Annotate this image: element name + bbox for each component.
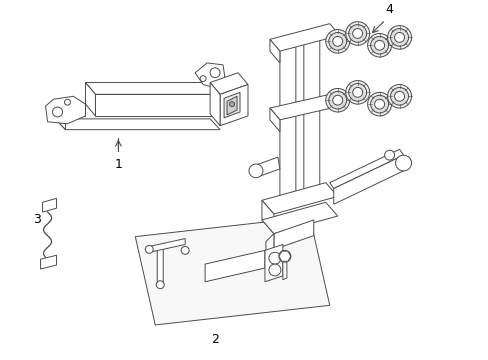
Circle shape [352, 28, 362, 39]
Circle shape [200, 76, 205, 82]
Polygon shape [41, 255, 57, 269]
Circle shape [332, 36, 342, 46]
Circle shape [370, 36, 388, 54]
Polygon shape [269, 94, 339, 120]
Circle shape [345, 22, 369, 45]
Text: 3: 3 [33, 213, 41, 226]
Polygon shape [195, 63, 224, 89]
Polygon shape [220, 85, 247, 126]
Circle shape [374, 99, 384, 109]
Circle shape [352, 87, 362, 97]
Polygon shape [226, 96, 237, 115]
Circle shape [348, 84, 366, 101]
Polygon shape [269, 108, 279, 132]
Polygon shape [95, 94, 220, 116]
Circle shape [268, 264, 280, 276]
Circle shape [278, 250, 290, 262]
Circle shape [395, 155, 411, 171]
Circle shape [390, 28, 407, 46]
Polygon shape [264, 244, 283, 282]
Text: 4: 4 [385, 3, 393, 16]
Circle shape [345, 81, 369, 104]
Polygon shape [85, 82, 95, 116]
Circle shape [370, 95, 388, 113]
Polygon shape [279, 41, 295, 200]
Circle shape [325, 30, 349, 53]
Circle shape [332, 95, 342, 105]
Polygon shape [255, 157, 279, 177]
Circle shape [52, 107, 62, 117]
Polygon shape [262, 183, 337, 214]
Polygon shape [265, 234, 273, 257]
Circle shape [268, 252, 280, 264]
Circle shape [210, 68, 220, 78]
Polygon shape [210, 73, 247, 94]
Circle shape [348, 24, 366, 42]
Polygon shape [262, 202, 337, 234]
Polygon shape [269, 24, 339, 51]
Polygon shape [283, 256, 286, 280]
Polygon shape [262, 200, 273, 234]
Circle shape [156, 281, 164, 289]
Polygon shape [204, 250, 264, 282]
Circle shape [374, 40, 384, 50]
Polygon shape [303, 37, 319, 197]
Polygon shape [42, 198, 57, 212]
Polygon shape [56, 119, 220, 130]
Polygon shape [135, 217, 329, 325]
Polygon shape [157, 247, 163, 286]
Circle shape [387, 85, 411, 108]
Polygon shape [56, 104, 65, 130]
Polygon shape [329, 149, 403, 189]
Circle shape [394, 32, 404, 42]
Circle shape [328, 32, 346, 50]
Circle shape [390, 87, 407, 105]
Circle shape [145, 246, 153, 253]
Polygon shape [149, 239, 185, 252]
Circle shape [328, 91, 346, 109]
Circle shape [248, 164, 263, 178]
Circle shape [394, 91, 404, 101]
Polygon shape [85, 82, 220, 94]
Polygon shape [333, 155, 403, 204]
Circle shape [229, 102, 234, 107]
Circle shape [384, 150, 394, 160]
Circle shape [181, 247, 189, 254]
Text: 1: 1 [114, 158, 122, 171]
Polygon shape [269, 39, 279, 63]
Polygon shape [273, 220, 313, 249]
Polygon shape [45, 96, 85, 124]
Polygon shape [278, 251, 290, 261]
Polygon shape [224, 93, 240, 118]
Circle shape [325, 89, 349, 112]
Circle shape [367, 93, 391, 116]
Text: 2: 2 [211, 333, 219, 346]
Circle shape [367, 33, 391, 57]
Circle shape [64, 99, 70, 105]
Circle shape [387, 26, 411, 49]
Polygon shape [210, 82, 220, 126]
